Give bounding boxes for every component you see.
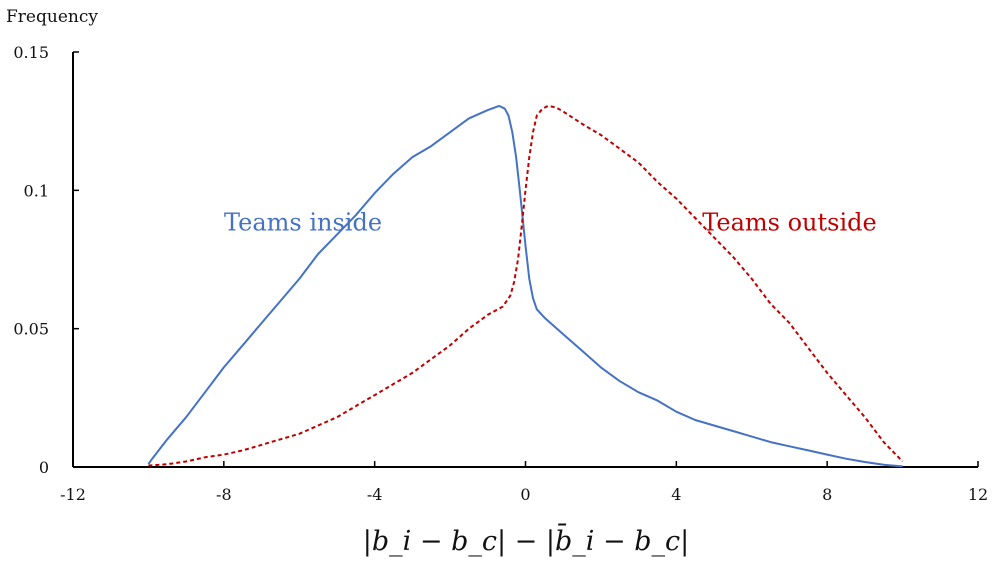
teams-inside-line [147, 104, 903, 468]
y-tick-label: 0.15 [13, 43, 49, 62]
teams-outside-line [148, 104, 904, 467]
y-axis-title: Frequency [6, 7, 98, 27]
x-tick-label: -4 [367, 485, 383, 504]
y-tick-label: 0.1 [24, 181, 49, 200]
axes: -12 -8 -4 0 4 8 12 0 0.05 0.1 0.15 [13, 43, 988, 504]
x-tick-label: 12 [968, 485, 988, 504]
x-tick-label: -12 [60, 485, 86, 504]
x-tick-label: -8 [216, 485, 232, 504]
x-tick-label: 4 [671, 485, 681, 504]
y-tick-label: 0.05 [13, 320, 49, 339]
teams-outside-label: Teams outside [702, 209, 876, 237]
x-tick-label: 0 [520, 485, 530, 504]
x-axis-title: |b_i − b_c| − |b̄_i − b_c| [363, 522, 689, 557]
teams-inside-label: Teams inside [224, 209, 382, 237]
x-tick-label: 8 [822, 485, 832, 504]
series-layer: Teams inside Teams outside [147, 104, 904, 468]
y-tick-label: 0 [39, 458, 49, 477]
